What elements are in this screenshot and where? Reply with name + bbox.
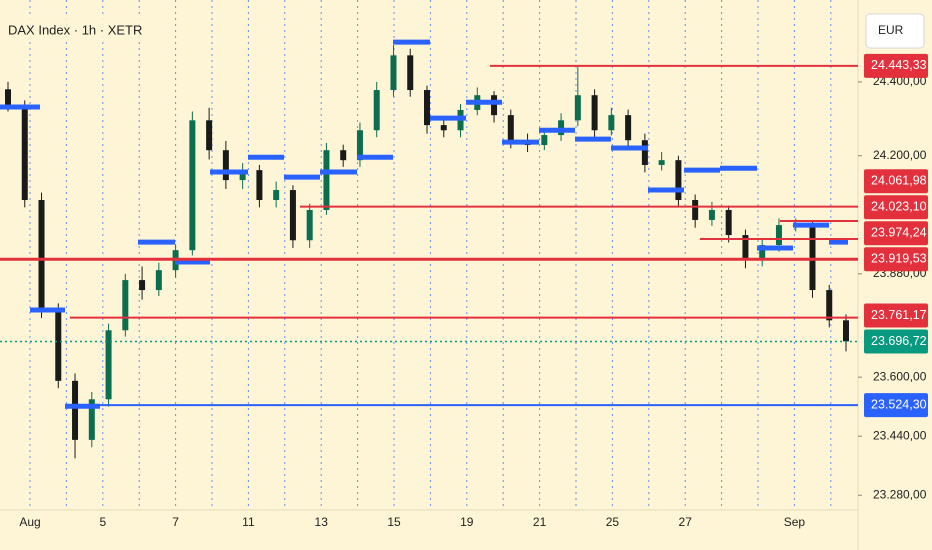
- price-label-bg: [864, 329, 928, 354]
- y-tick-label: 23.280,00: [873, 487, 927, 501]
- candle-body: [373, 90, 380, 131]
- candle-body: [675, 160, 682, 201]
- candle-body: [843, 320, 849, 342]
- title-bg: [4, 18, 164, 42]
- price-label: 23.974,24: [871, 226, 927, 240]
- candle-body: [591, 95, 598, 131]
- candle-body: [424, 90, 430, 126]
- price-label: 23.761,17: [871, 308, 927, 322]
- candle-body: [21, 105, 28, 201]
- candle-body: [5, 89, 11, 106]
- candle-body: [323, 150, 330, 210]
- x-tick-label: 7: [172, 515, 179, 529]
- x-tick-label: Aug: [19, 515, 40, 529]
- x-tick-label: 19: [460, 515, 474, 529]
- candle-body: [608, 115, 615, 131]
- candle-body: [759, 245, 766, 261]
- y-tick-label: 23.600,00: [873, 369, 927, 383]
- candle-body: [708, 209, 715, 220]
- candle-body: [306, 209, 313, 241]
- candle-body: [356, 130, 363, 161]
- candle-body: [55, 310, 62, 381]
- candle-body: [390, 55, 397, 91]
- price-axis: 24.400,0024.200,0023.880,0023.600,0023.4…: [858, 53, 928, 501]
- price-label-bg: [864, 169, 928, 194]
- candle-body: [809, 225, 816, 291]
- x-tick-label: 5: [99, 515, 106, 529]
- candle-body: [105, 330, 112, 400]
- price-label: 24.443,33: [871, 58, 927, 72]
- price-label-bg: [864, 53, 928, 78]
- x-tick-label: Sep: [784, 515, 806, 529]
- candle-body: [574, 95, 581, 121]
- currency[interactable]: EUR: [878, 23, 904, 37]
- candle-body: [407, 55, 414, 91]
- price-label: 24.061,98: [871, 174, 927, 188]
- candle-body: [658, 160, 665, 165]
- candle-body: [725, 209, 732, 236]
- chart-title: DAX Index · 1h · XETR: [8, 22, 142, 37]
- candle-body: [206, 120, 213, 151]
- plot: [0, 39, 858, 459]
- x-tick-label: 11: [242, 515, 255, 529]
- candle-body: [625, 115, 632, 141]
- price-label-bg: [864, 393, 928, 418]
- candle-body: [239, 170, 246, 181]
- x-tick-label: 27: [679, 515, 693, 529]
- x-tick-label: 15: [387, 515, 401, 529]
- candle-body: [256, 170, 263, 201]
- price-label: 23.524,30: [871, 397, 927, 411]
- candle-body: [189, 120, 196, 251]
- price-label: 23.919,53: [871, 252, 927, 266]
- candle-body: [558, 120, 565, 136]
- candle-body: [273, 190, 280, 201]
- candle-body: [155, 270, 162, 291]
- candle-body: [826, 290, 833, 321]
- price-label-bg: [864, 303, 928, 328]
- candle-body: [491, 95, 498, 116]
- price-label-bg: [864, 221, 928, 246]
- candle-body: [507, 115, 514, 141]
- candle-body: [289, 190, 296, 241]
- x-tick-label: 21: [533, 515, 547, 529]
- candle-body: [692, 200, 699, 220]
- candle-body: [641, 140, 648, 165]
- price-label-bg: [864, 247, 928, 272]
- candle-body: [38, 200, 45, 311]
- candle-body: [541, 135, 548, 146]
- price-label: 24.023,10: [871, 200, 927, 214]
- candle-body: [775, 225, 782, 246]
- x-tick-label: 25: [606, 515, 620, 529]
- price-label-bg: [864, 195, 928, 220]
- candle-body: [72, 380, 79, 440]
- candle-body: [742, 235, 749, 261]
- candle-body: [222, 150, 229, 181]
- price-label: 23.696,72: [871, 334, 927, 348]
- currency-button[interactable]: [865, 13, 925, 49]
- candle-body: [440, 125, 447, 131]
- x-tick-label: 13: [315, 515, 329, 529]
- candle-body: [340, 150, 347, 161]
- candle-body: [122, 280, 129, 331]
- y-tick-label: 24.200,00: [873, 148, 927, 162]
- candle-body: [139, 280, 146, 291]
- candle-body: [88, 399, 95, 440]
- y-tick-label: 23.440,00: [873, 428, 927, 442]
